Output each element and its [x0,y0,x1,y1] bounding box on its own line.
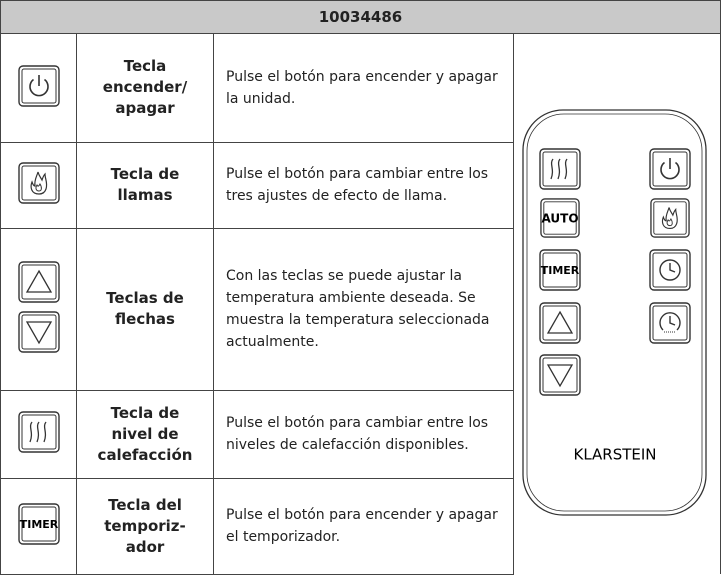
name-line: calefacción [97,445,193,464]
key-name: Tecla de llamas [76,141,214,229]
key-description: Pulse el botón para cambiar entre los tr… [213,141,514,229]
timer-button: TIMER [539,249,581,291]
name-line: temporiz- [104,516,186,535]
name-line: Tecla de [110,165,180,184]
up-icon [18,261,60,303]
remote-control: AUTO TIMER KLARSTEIN [522,109,707,516]
timer-icon: TIMER [18,503,60,545]
name-line: Teclas de [106,289,184,308]
timer-label: TIMER [541,264,580,277]
timer-icon-label: TIMER [19,518,58,531]
key-description: Con las teclas se puede ajustar la tempe… [213,227,514,391]
name-line: Tecla del [108,495,182,514]
icon-cell [0,33,77,143]
key-description: Pulse el botón para cambiar entre los ni… [213,389,514,479]
name-line: nivel de [111,424,179,443]
key-description: Pulse el botón para encender y apagar el… [213,477,514,575]
heat-icon [18,411,60,453]
name-line: llamas [117,186,173,205]
key-name: Teclas de flechas [76,227,214,391]
down-icon [18,311,60,353]
key-name: Tecla encender/apagar [76,33,214,143]
name-line: Tecla de [110,403,180,422]
key-name: Tecla del temporiz-ador [76,477,214,575]
key-name: Tecla de nivel de calefacción [76,389,214,479]
table-header: 10034486 [0,0,721,34]
key-description: Pulse el botón para encender y apagar la… [213,33,514,143]
remote-cell: AUTO TIMER KLARSTEIN [513,33,721,574]
icon-cell [0,227,77,391]
name-line: apagar [115,99,175,118]
name-line: Tecla [123,57,167,76]
power-icon [18,65,60,107]
name-line: encender/ [102,78,188,97]
name-line: flechas [115,310,175,329]
flame-icon [18,162,60,204]
brand: KLARSTEIN [573,446,656,464]
icon-cell: TIMER [0,477,77,575]
name-line: ador [125,537,165,556]
icon-cell [0,389,77,479]
icon-cell [0,141,77,229]
auto-label: AUTO [541,212,578,226]
auto-button: AUTO [540,198,580,238]
